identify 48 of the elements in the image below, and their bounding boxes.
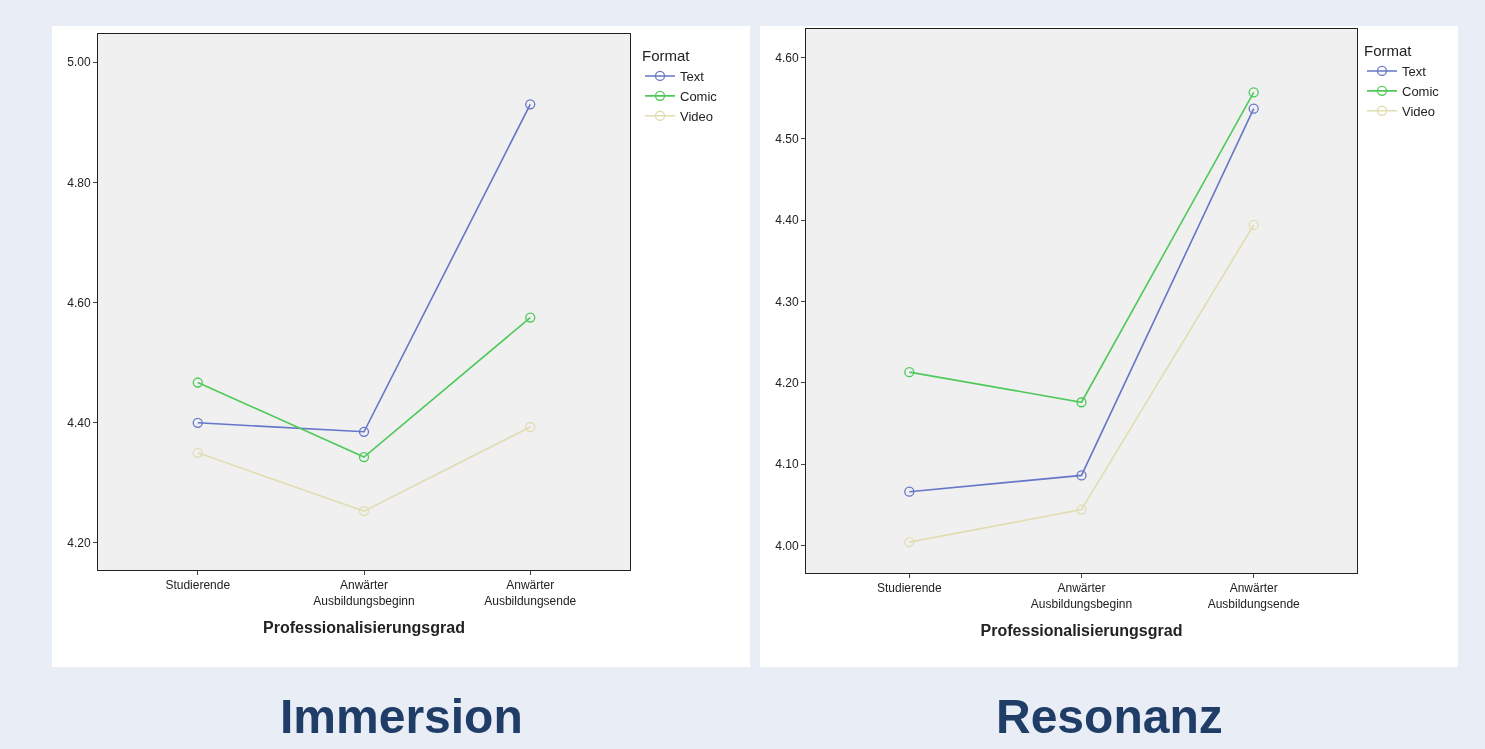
point	[525, 312, 536, 323]
point	[358, 426, 370, 437]
y-tick-label: 4.30	[775, 294, 799, 309]
point	[192, 417, 203, 428]
point	[1076, 504, 1087, 515]
point	[358, 451, 370, 463]
y-tick-label: 4.60	[775, 50, 799, 65]
legend-label: Text	[680, 69, 705, 85]
y-tick-label: 4.40	[775, 213, 799, 228]
y-tick-label: 4.20	[775, 375, 799, 390]
x-tick-label: Anwärter Ausbildungsende	[1207, 581, 1301, 611]
legend-title: Format	[1364, 41, 1413, 59]
legend-title: Format	[642, 46, 691, 64]
x-tick-label: Anwärter Ausbildungsende	[484, 578, 577, 608]
y-tick-label: 5.00	[67, 55, 91, 70]
x-tick-label: Anwärter Ausbildungsbeginn	[1030, 581, 1133, 611]
y-tick-label: 4.40	[67, 415, 91, 430]
text: Resonanz	[996, 690, 1223, 743]
point	[1248, 87, 1259, 98]
x-axis-title: Professionalisierungsgrad	[263, 618, 465, 636]
y-tick-label: 4.50	[775, 131, 799, 146]
text: Immersion	[280, 690, 523, 743]
point	[904, 367, 915, 378]
x-tick-label: Anwärter Ausbildungsbeginn	[313, 578, 415, 608]
point	[1248, 219, 1259, 231]
legend-label: Text	[1402, 64, 1427, 80]
y-tick-label: 4.20	[67, 536, 91, 551]
legend-label: Comic	[1402, 83, 1440, 99]
point	[525, 421, 536, 433]
y-tick-label: 4.60	[67, 295, 91, 310]
x-axis-title: Professionalisierungsgrad	[980, 621, 1183, 639]
point	[358, 505, 370, 517]
legend-label: Video	[1402, 103, 1436, 119]
legend-label: Comic	[680, 88, 718, 104]
point	[1248, 103, 1259, 114]
point	[904, 486, 915, 497]
legend-label: Video	[680, 108, 714, 124]
x-tick-label: Studierende	[165, 578, 231, 593]
point	[1076, 470, 1087, 481]
point	[525, 99, 536, 110]
x-tick-label: Studierende	[876, 581, 942, 596]
point	[192, 377, 203, 388]
y-tick-label: 4.10	[775, 457, 799, 472]
y-tick-label: 4.80	[67, 175, 91, 190]
point	[1076, 397, 1087, 408]
point	[904, 536, 915, 548]
y-tick-label: 4.00	[775, 538, 799, 553]
point	[192, 447, 203, 458]
